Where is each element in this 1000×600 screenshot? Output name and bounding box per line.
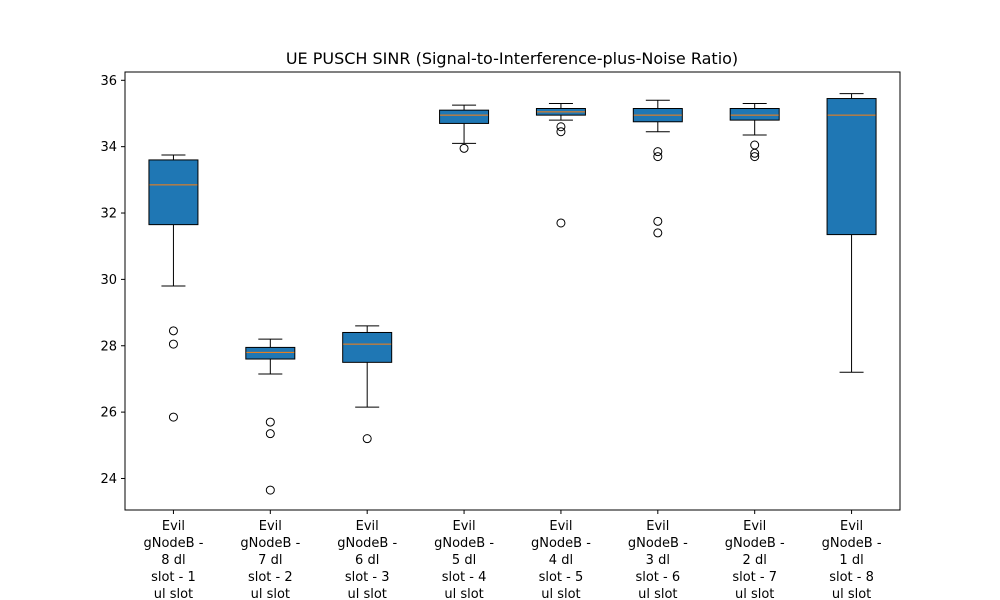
box-6-outlier [653,228,663,238]
x-tick-label-line: 5 dl [452,553,476,568]
x-tick-label-line: Evil [549,519,572,534]
box-7-outlier [750,140,760,150]
box-7-outlier [750,152,760,162]
box-5-outlier [556,122,566,132]
y-tick-label: 26 [100,406,117,421]
x-tick-label: Evil gNodeB - 7 dl slot - 2 ul slot [240,519,300,600]
box-3-iqr-box [342,331,393,363]
x-tick-label-line: ul slot [832,587,871,600]
x-tick-label-line: slot - 7 [732,570,777,585]
y-tick-label: 36 [100,74,117,89]
x-tick-label: Evil gNodeB - 4 dl slot - 5 ul slot [531,519,591,600]
box-2-iqr-box [245,346,296,360]
box-2-outlier [265,417,275,427]
box-6-outlier [653,216,663,226]
x-tick-label-line: slot - 8 [829,570,874,585]
x-tick-label-line: gNodeB - [628,536,688,551]
x-tick-label: Evil gNodeB - 3 dl slot - 6 ul slot [628,519,688,600]
x-tick-label-line: slot - 2 [248,570,293,585]
box-5-outlier [556,218,566,228]
box-7-outlier [750,148,760,158]
x-tick-label-line: slot - 3 [345,570,390,585]
x-tick-label-line: ul slot [251,587,290,600]
x-tick-label-line: Evil [646,519,669,534]
x-tick-label-line: 8 dl [161,553,185,568]
x-tick-label-line: gNodeB - [531,536,591,551]
x-tick-label-line: gNodeB - [725,536,785,551]
box-2-outlier [265,485,275,495]
x-tick-label-line: ul slot [735,587,774,600]
x-tick-label-line: ul slot [154,587,193,600]
box-4-outlier [459,143,469,153]
x-tick-label-line: 6 dl [355,553,379,568]
x-tick-label-line: slot - 5 [539,570,584,585]
x-tick-label-line: gNodeB - [434,536,494,551]
x-tick-label: Evil gNodeB - 5 dl slot - 4 ul slot [434,519,494,600]
box-7-iqr-box [729,108,780,121]
box-8-iqr-box [826,98,877,236]
x-tick-label-line: 4 dl [549,553,573,568]
x-tick-label: Evil gNodeB - 6 dl slot - 3 ul slot [337,519,397,600]
x-tick-label-line: Evil [840,519,863,534]
box-4-iqr-box [439,109,490,124]
x-tick-label-line: 2 dl [743,553,767,568]
x-tick-label-line: Evil [356,519,379,534]
x-tick-label-line: 1 dl [839,553,863,568]
x-tick-label: Evil gNodeB - 8 dl slot - 1 ul slot [143,519,203,600]
y-tick-label: 32 [100,207,117,222]
box-6-outlier [653,152,663,162]
box-1-outlier [168,326,178,336]
y-tick-label: 30 [100,273,117,288]
x-tick-label-line: Evil [743,519,766,534]
x-tick-label-line: ul slot [541,587,580,600]
box-1-outlier [168,412,178,422]
plot-area: 24 26 28 30 32 34 36 Evil gNodeB - 8 dl slot - 1 ul… [100,74,881,600]
y-tick-label: 28 [100,339,117,354]
box-2-outlier [265,429,275,439]
box-3-outlier [362,434,372,444]
x-tick-label-line: 7 dl [258,553,282,568]
x-tick-label-line: 3 dl [646,553,670,568]
y-tick-label: 34 [100,140,117,155]
box-1-outlier [168,339,178,349]
x-tick-label-line: Evil [452,519,475,534]
axes-frame [124,71,901,511]
y-tick-label: 24 [100,472,117,487]
x-tick-label-line: slot - 6 [635,570,680,585]
x-tick-label-line: Evil [259,519,282,534]
x-tick-label-line: gNodeB - [143,536,203,551]
x-tick-label-line: slot - 4 [442,570,487,585]
box-1-iqr-box [148,159,199,226]
x-tick-label-line: ul slot [444,587,483,600]
x-tick-label: Evil gNodeB - 2 dl slot - 7 ul slot [725,519,785,600]
chart-title: UE PUSCH SINR (Signal-to-Interference-pl… [286,49,738,68]
x-tick-label-line: Evil [162,519,185,534]
box-6-outlier [653,147,663,157]
x-tick-label: Evil gNodeB - 1 dl slot - 8 ul slot [822,519,882,600]
x-tick-label-line: gNodeB - [240,536,300,551]
x-tick-label-line: gNodeB - [822,536,882,551]
x-tick-label-line: ul slot [347,587,386,600]
x-tick-label-line: ul slot [638,587,677,600]
box-5-outlier [556,127,566,137]
x-tick-label-line: slot - 1 [151,570,196,585]
x-tick-label-line: gNodeB - [337,536,397,551]
